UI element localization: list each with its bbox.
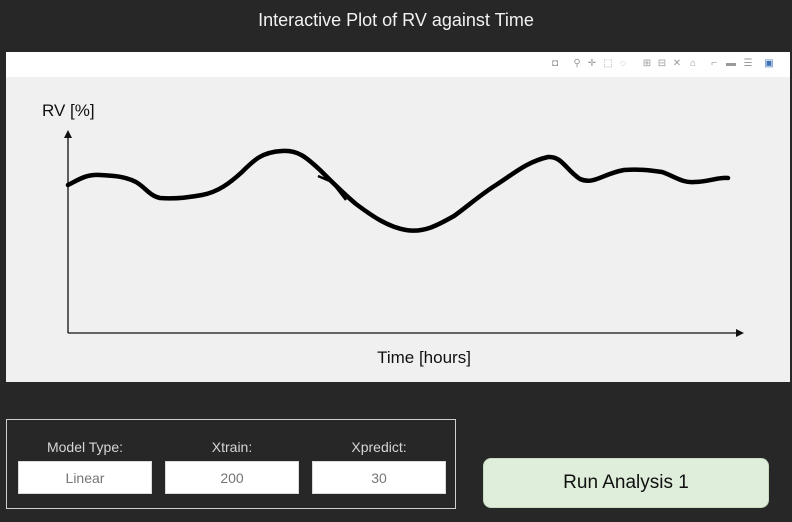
lasso-icon[interactable]: ◌	[620, 58, 626, 69]
box-select-icon[interactable]: ⬚	[603, 58, 613, 69]
zoom-out-icon[interactable]: ⊟	[657, 58, 667, 69]
x-axis-arrow	[736, 329, 744, 337]
camera-icon[interactable]: ◘	[551, 58, 559, 69]
hover-closest-icon[interactable]: ▬	[726, 58, 736, 69]
y-axis-label: RV [%]	[42, 101, 95, 120]
hover-compare-icon[interactable]: ☰	[743, 58, 753, 69]
plot-panel[interactable]: ◘ ⚲ ✛ ⬚ ◌ ⊞ ⊟ ✕ ⌂ ⌐ ▬ ☰ ▣ RV [%] Time [h…	[6, 52, 790, 382]
pan-icon[interactable]: ✛	[587, 58, 597, 69]
reset-axes-icon[interactable]: ⌂	[689, 58, 697, 69]
model-type-label: Model Type:	[46, 439, 123, 455]
rv-series-line	[65, 148, 731, 233]
zoom-icon[interactable]: ⚲	[573, 58, 581, 69]
rv-series-overlap-segment	[317, 174, 347, 201]
analysis-controls-panel: Model Type: Xtrain: Xpredict:	[6, 419, 456, 509]
spike-lines-icon[interactable]: ⌐	[711, 58, 717, 69]
plot-area: RV [%] Time [hours]	[42, 101, 744, 367]
xpredict-label: Xpredict:	[351, 439, 407, 455]
y-axis-arrow	[64, 130, 72, 138]
x-axis-label: Time [hours]	[377, 348, 471, 367]
xtrain-input[interactable]	[165, 461, 299, 494]
autoscale-icon[interactable]: ✕	[672, 58, 682, 69]
page-title: Interactive Plot of RV against Time	[258, 10, 534, 30]
xtrain-label: Xtrain:	[211, 439, 253, 455]
run-analysis-button[interactable]: Run Analysis 1	[483, 458, 769, 508]
zoom-in-icon[interactable]: ⊞	[642, 58, 652, 69]
plotly-logo-icon[interactable]: ▣	[764, 58, 774, 69]
plot-modebar: ◘ ⚲ ✛ ⬚ ◌ ⊞ ⊟ ✕ ⌂ ⌐ ▬ ☰ ▣	[6, 52, 790, 77]
model-type-input[interactable]	[18, 461, 152, 494]
xpredict-input[interactable]	[312, 461, 446, 494]
